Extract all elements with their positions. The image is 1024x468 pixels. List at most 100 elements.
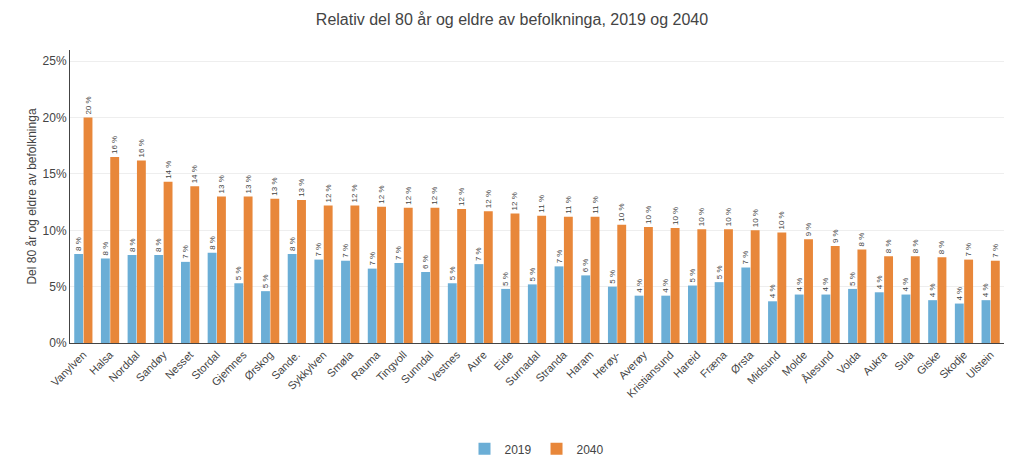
svg-text:10 %: 10 % [777,211,786,229]
svg-text:12 %: 12 % [430,187,439,205]
svg-text:5 %: 5 % [448,266,457,280]
svg-text:4 %: 4 % [821,278,830,292]
svg-text:2040: 2040 [577,443,604,457]
svg-text:5 %: 5 % [688,269,697,283]
svg-text:Hareid: Hareid [671,349,702,380]
svg-text:12 %: 12 % [377,185,386,203]
svg-text:8 %: 8 % [128,238,137,252]
svg-text:12 %: 12 % [324,184,333,202]
svg-text:Sandøy: Sandøy [133,348,169,384]
svg-text:11 %: 11 % [591,196,600,214]
svg-text:10 %: 10 % [697,208,706,226]
svg-text:4 %: 4 % [955,287,964,301]
svg-text:Herøy-: Herøy- [590,348,622,380]
svg-text:13 %: 13 % [297,179,306,197]
svg-text:0%: 0% [49,336,67,350]
svg-text:20%: 20% [43,111,67,125]
svg-text:Molde: Molde [779,349,809,379]
svg-text:10 %: 10 % [724,208,733,226]
svg-text:8 %: 8 % [208,236,217,250]
svg-text:12 %: 12 % [457,188,466,206]
svg-text:7 %: 7 % [181,245,190,259]
svg-text:Del 80 år og eldre av befolkni: Del 80 år og eldre av befolkninga [25,108,39,284]
svg-text:Sunndal: Sunndal [399,349,436,386]
svg-text:8 %: 8 % [154,238,163,252]
svg-text:15%: 15% [43,167,67,181]
svg-text:25%: 25% [43,54,67,68]
svg-text:Vestnes: Vestnes [426,348,463,385]
svg-text:7 %: 7 % [394,246,403,260]
svg-text:13 %: 13 % [270,178,279,196]
svg-text:Averøy: Averøy [616,348,649,381]
svg-text:8 %: 8 % [937,241,946,255]
svg-text:5 %: 5 % [715,265,724,279]
svg-text:7 %: 7 % [964,243,973,257]
svg-text:4 %: 4 % [875,275,884,289]
svg-text:Ulstein: Ulstein [964,349,996,381]
svg-text:14 %: 14 % [190,165,199,183]
svg-text:4 %: 4 % [901,278,910,292]
svg-text:12 %: 12 % [510,192,519,210]
svg-text:7 %: 7 % [314,243,323,257]
svg-text:8 %: 8 % [857,233,866,247]
svg-text:14 %: 14 % [164,161,173,179]
svg-text:Fræna: Fræna [698,348,730,380]
svg-text:7 %: 7 % [741,251,750,265]
svg-text:4 %: 4 % [768,285,777,299]
svg-text:Eide: Eide [492,349,516,373]
svg-text:Skodje: Skodje [937,349,969,381]
svg-text:12 %: 12 % [484,190,493,208]
svg-text:Ørsta: Ørsta [728,348,756,376]
svg-text:Kristiansund: Kristiansund [624,349,675,400]
svg-text:5 %: 5 % [501,272,510,286]
svg-text:4 %: 4 % [661,279,670,293]
svg-text:2019: 2019 [505,443,532,457]
svg-text:12 %: 12 % [350,184,359,202]
svg-text:8 %: 8 % [884,239,893,253]
svg-text:Aukra: Aukra [860,348,889,377]
svg-text:8 %: 8 % [911,239,920,253]
svg-text:Smøla: Smøla [325,348,357,380]
svg-text:10 %: 10 % [751,209,760,227]
svg-text:Gjemnes: Gjemnes [209,348,249,388]
svg-text:13 %: 13 % [244,175,253,193]
svg-text:10 %: 10 % [671,207,680,225]
svg-text:4 %: 4 % [981,283,990,297]
svg-text:Sula: Sula [892,348,917,373]
svg-text:16 %: 16 % [110,136,119,154]
svg-text:7 %: 7 % [341,244,350,258]
svg-text:16 %: 16 % [137,139,146,157]
svg-text:Sande.: Sande. [269,349,302,382]
svg-text:Aure: Aure [464,349,489,374]
svg-text:7 %: 7 % [555,250,564,264]
svg-text:Haram: Haram [564,349,596,381]
svg-text:5 %: 5 % [528,268,537,282]
svg-text:Vanylven: Vanylven [49,349,89,389]
svg-text:Surnadal: Surnadal [503,349,543,389]
svg-text:10 %: 10 % [617,203,626,221]
svg-text:Stordal: Stordal [189,349,222,382]
svg-text:4 %: 4 % [928,283,937,297]
svg-text:Ålesund: Ålesund [799,349,836,386]
svg-text:6 %: 6 % [581,259,590,273]
svg-text:12 %: 12 % [404,187,413,205]
svg-text:Giske: Giske [914,349,942,377]
svg-text:8 %: 8 % [101,242,110,256]
svg-text:9 %: 9 % [804,223,813,237]
svg-text:11 %: 11 % [564,196,573,214]
svg-text:5 %: 5 % [848,272,857,286]
svg-text:Stranda: Stranda [533,348,569,384]
svg-text:Rauma: Rauma [349,348,383,382]
svg-text:9 %: 9 % [831,229,840,243]
svg-text:4 %: 4 % [635,279,644,293]
svg-text:5 %: 5 % [261,274,270,288]
svg-text:20 %: 20 % [84,96,93,114]
svg-text:8 %: 8 % [288,237,297,251]
svg-text:Tingvoll: Tingvoll [374,349,409,384]
svg-text:Midsund: Midsund [745,349,783,387]
svg-text:13 %: 13 % [217,175,226,193]
svg-text:6 %: 6 % [421,255,430,269]
svg-text:Sykkylven: Sykkylven [285,349,329,393]
svg-text:5%: 5% [49,280,67,294]
svg-text:Norddal: Norddal [106,349,142,385]
